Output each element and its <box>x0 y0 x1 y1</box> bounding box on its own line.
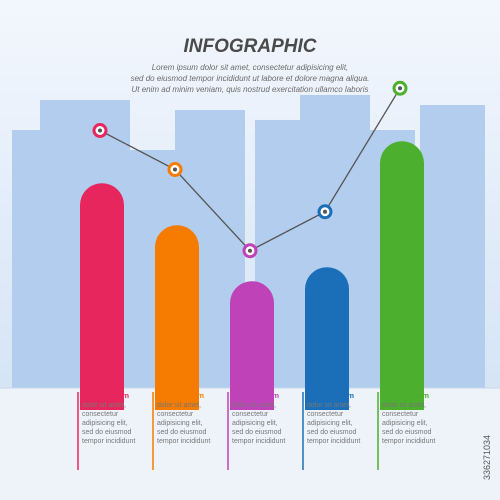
subtitle-line: Lorem ipsum dolor sit amet, consectetur … <box>152 63 349 72</box>
caption-line: adipisicing elit, <box>382 420 428 427</box>
caption-line: consectetur <box>232 411 269 418</box>
caption-line: consectetur <box>307 411 344 418</box>
caption-line: tempor incididunt <box>382 438 435 445</box>
chart-title: INFOGRAPHIC <box>184 36 317 57</box>
line-marker-dot <box>323 209 327 214</box>
caption-line: adipisicing elit, <box>232 420 278 427</box>
subtitle: Lorem ipsum dolor sit amet, consectetur … <box>131 63 370 94</box>
caption-line: consectetur <box>157 411 194 418</box>
bar <box>80 183 124 410</box>
caption-line: tempor incididunt <box>232 438 285 445</box>
stock-id: 336271034 <box>482 435 492 480</box>
caption-line: tempor incididunt <box>307 438 360 445</box>
line-marker-dot <box>98 128 102 133</box>
caption-heading: Lorem ipsum <box>157 391 204 400</box>
line-marker-dot <box>173 167 177 172</box>
caption-heading: Lorem ipsum <box>307 391 354 400</box>
bar <box>155 225 199 410</box>
caption-line: dolor sit amet, <box>157 402 201 409</box>
bar <box>230 281 274 410</box>
caption-line: consectetur <box>382 411 419 418</box>
caption-line: sed do eiusmod <box>232 429 282 436</box>
bar <box>305 267 349 410</box>
caption-heading: Lorem ipsum <box>382 391 429 400</box>
caption-line: dolor sit amet, <box>82 402 126 409</box>
caption-line: tempor incididunt <box>157 438 210 445</box>
caption-line: dolor sit amet, <box>382 402 426 409</box>
subtitle-line: sed do eiusmod tempor incididunt ut labo… <box>131 74 370 83</box>
caption-line: dolor sit amet, <box>232 402 276 409</box>
caption-heading: Lorem ipsum <box>232 391 279 400</box>
caption-line: adipisicing elit, <box>157 420 203 427</box>
caption-heading: Lorem ipsum <box>82 391 129 400</box>
subtitle-line: Ut enim ad minim veniam, quis nostrud ex… <box>132 85 369 94</box>
caption-line: adipisicing elit, <box>307 420 353 427</box>
caption-line: sed do eiusmod <box>157 429 207 436</box>
caption-line: sed do eiusmod <box>307 429 357 436</box>
line-marker-dot <box>398 86 402 91</box>
line-marker-dot <box>248 248 252 253</box>
caption-line: adipisicing elit, <box>82 420 128 427</box>
caption-line: sed do eiusmod <box>82 429 132 436</box>
caption-line: tempor incididunt <box>82 438 135 445</box>
caption-line: dolor sit amet, <box>307 402 351 409</box>
caption-line: consectetur <box>82 411 119 418</box>
caption-line: sed do eiusmod <box>382 429 432 436</box>
bar <box>380 141 424 410</box>
